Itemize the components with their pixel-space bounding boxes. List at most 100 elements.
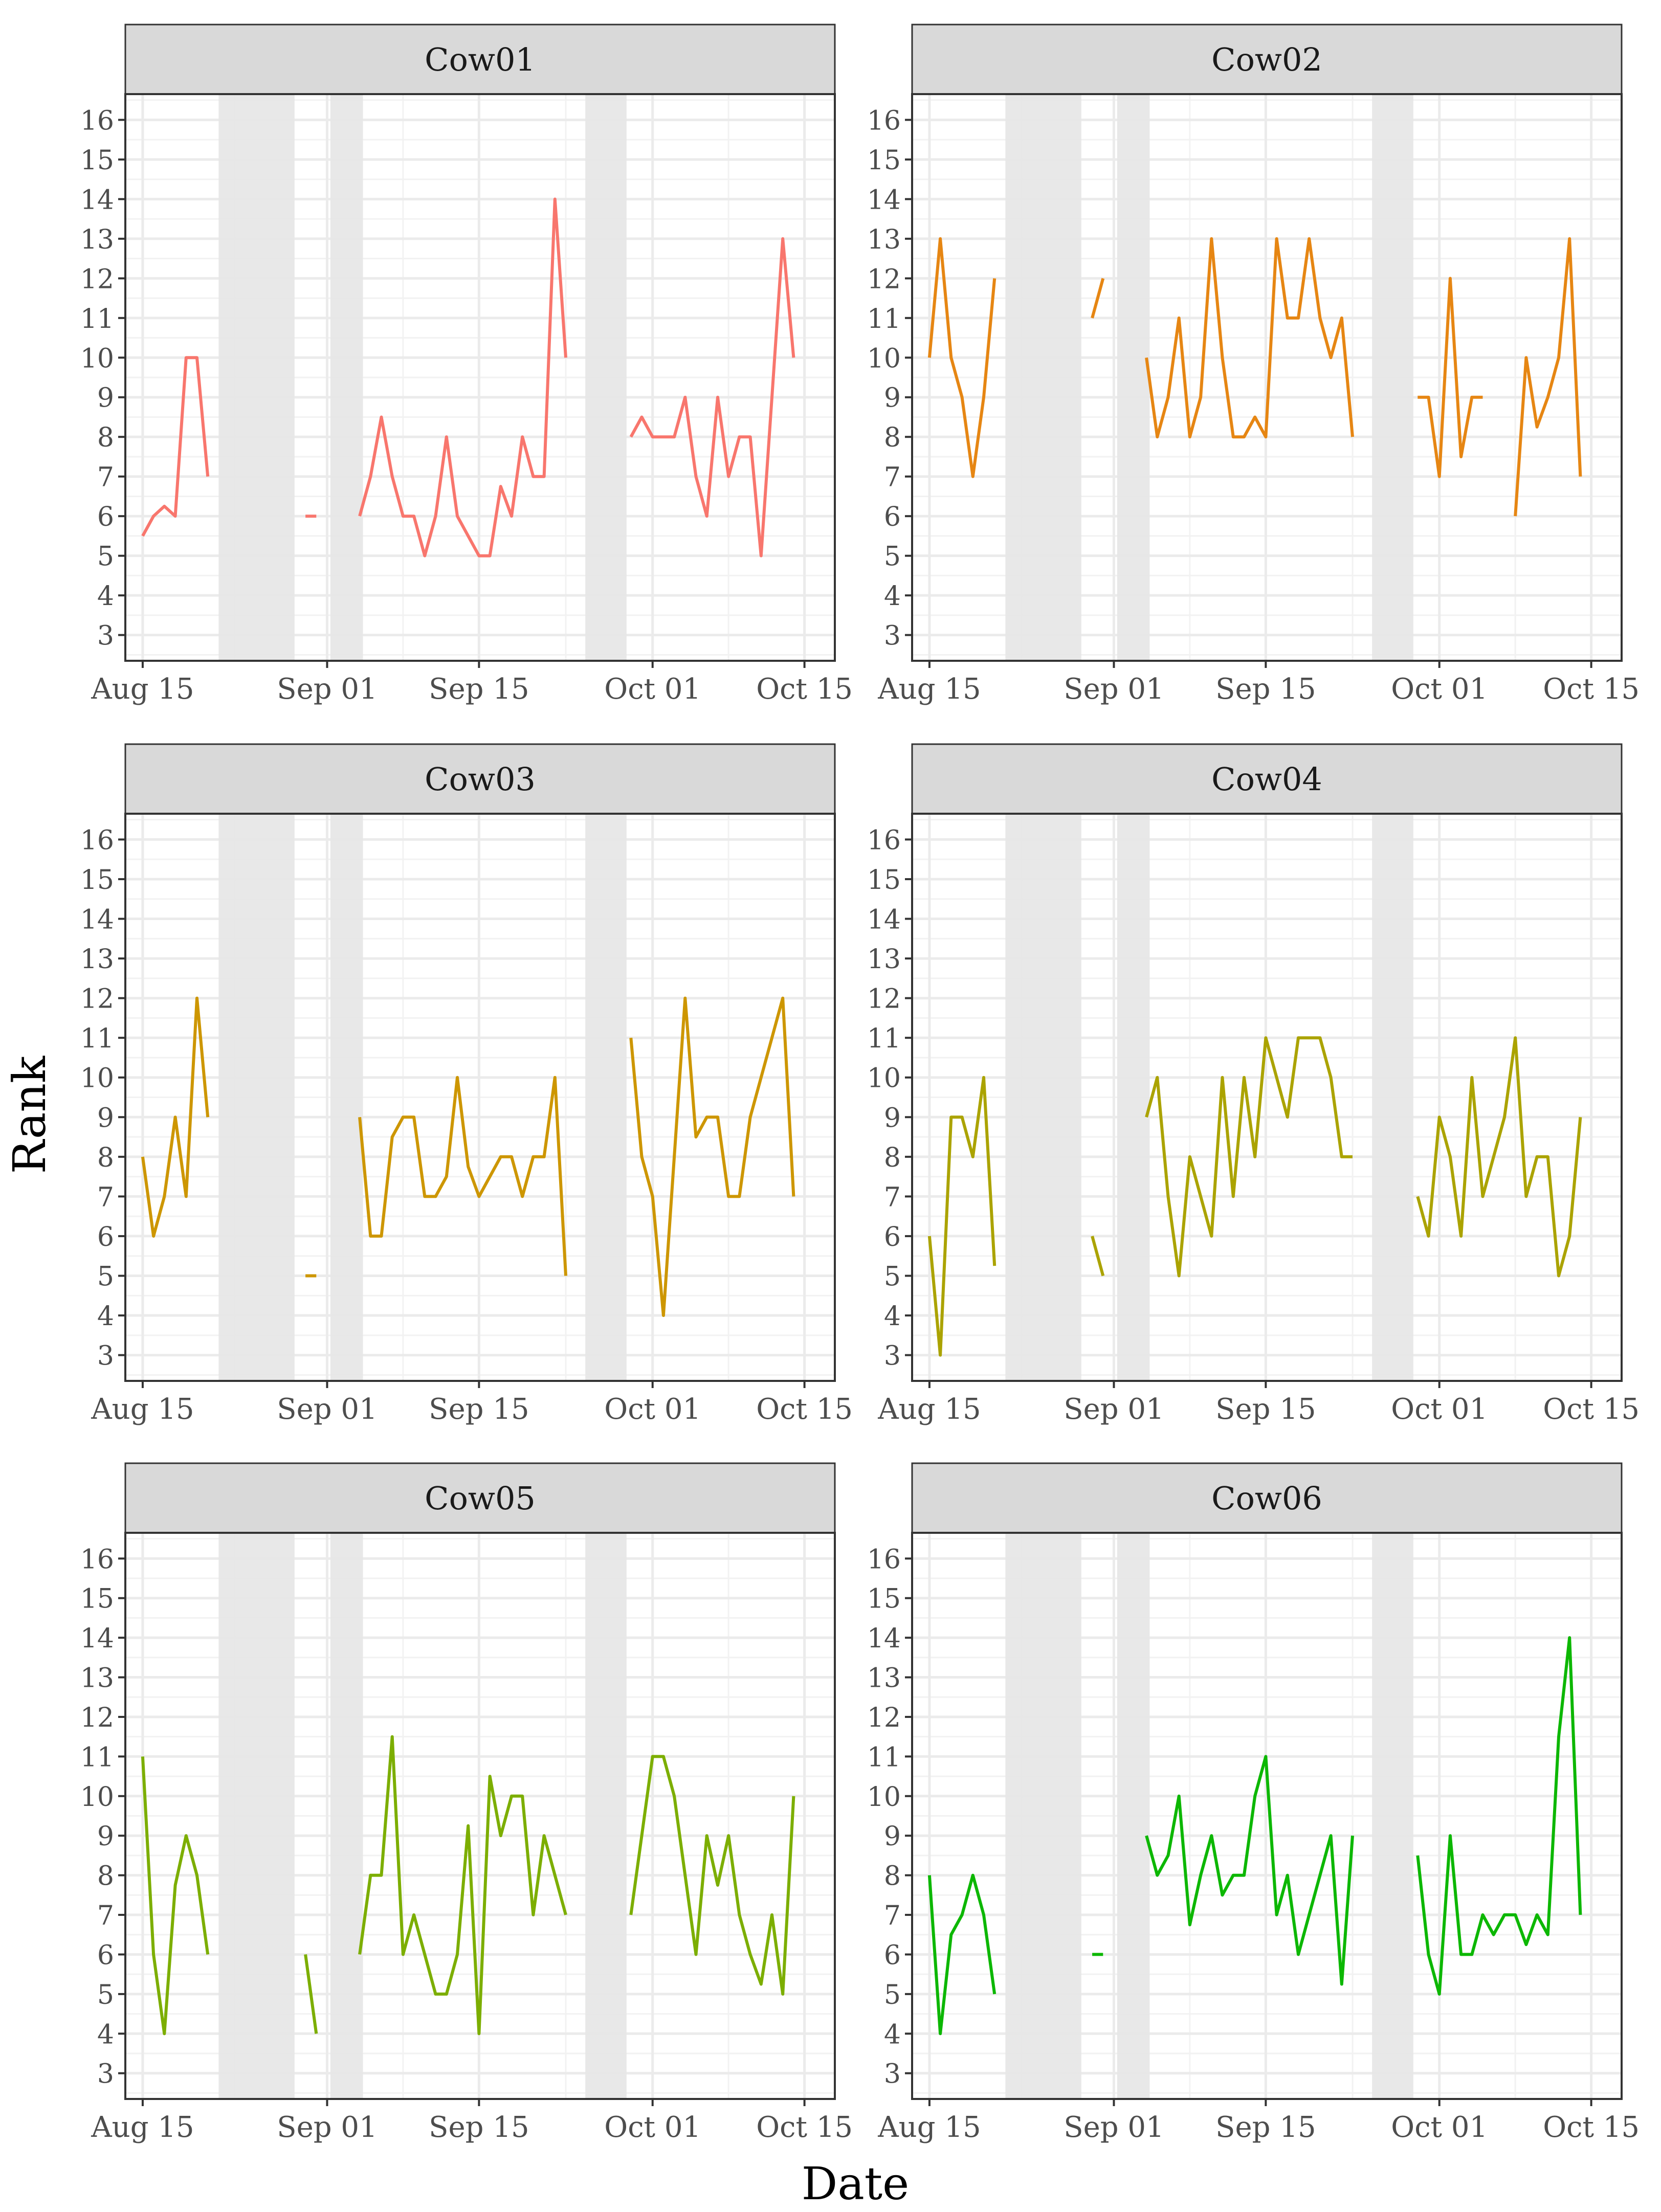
- facet-strip-label: Cow01: [425, 41, 536, 78]
- y-tick-label: 6: [884, 502, 901, 532]
- x-tick-label: Sep 01: [1064, 673, 1164, 706]
- x-tick-label: Sep 01: [277, 1393, 377, 1426]
- shaded-period: [585, 94, 627, 661]
- y-tick-label: 13: [80, 225, 114, 255]
- y-tick-label: 3: [97, 2059, 114, 2090]
- y-tick-label: 5: [97, 1261, 114, 1292]
- y-tick-label: 5: [97, 542, 114, 572]
- shaded-period: [585, 814, 627, 1381]
- facet-strip: [124, 743, 836, 815]
- x-tick-label: Oct 15: [756, 2111, 853, 2144]
- y-tick-label: 7: [97, 1901, 114, 1931]
- y-tick-label: 6: [884, 1940, 901, 1971]
- series-line-segment: [1145, 1755, 1354, 1986]
- facet-strip-label: Cow04: [1211, 761, 1322, 798]
- y-tick-label: 13: [80, 944, 114, 975]
- y-tick-label: 12: [867, 984, 901, 1015]
- y-tick-label: 16: [867, 105, 901, 136]
- y-tick-label: 14: [80, 185, 114, 215]
- y-tick-label: 16: [867, 1544, 901, 1575]
- x-tick-label: Sep 15: [429, 2111, 529, 2144]
- y-tick-label: 14: [80, 1623, 114, 1654]
- series-line-segment: [141, 996, 210, 1238]
- shaded-period: [218, 94, 295, 661]
- facet-strip: [124, 24, 836, 95]
- shaded-period: [1117, 94, 1150, 661]
- x-tick-label: Sep 01: [277, 2111, 377, 2144]
- x-tick-label: Oct 15: [1543, 2111, 1640, 2144]
- series-line-segment: [1416, 1036, 1582, 1278]
- y-tick-label: 11: [867, 304, 901, 334]
- y-tick-label: 7: [884, 1182, 901, 1213]
- facet-strip-label: Cow02: [1211, 41, 1322, 78]
- y-tick-label: 4: [884, 581, 901, 612]
- y-tick-label: 5: [884, 1980, 901, 2010]
- x-tick-label: Oct 15: [756, 673, 853, 706]
- facet-panel-cow06: Cow06 3 4 5 6 7 8 9 10 11 12 13 14 15 16 Aug 15 Sep 01 Se…: [867, 1462, 1640, 2144]
- y-tick-label: 10: [867, 1782, 901, 1813]
- x-tick-label: Oct 01: [1391, 673, 1488, 706]
- y-tick-label: 9: [884, 1821, 901, 1852]
- shaded-period: [330, 814, 363, 1381]
- series-line-segment: [927, 1076, 996, 1357]
- y-tick-label: 4: [97, 2019, 114, 2050]
- y-tick-label: 12: [80, 264, 114, 295]
- series-line-segment: [358, 1735, 567, 2036]
- y-tick-label: 8: [884, 422, 901, 453]
- y-tick-label: 7: [97, 1182, 114, 1213]
- series-line-segment: [358, 1076, 567, 1276]
- series-line-segment: [927, 237, 996, 478]
- shaded-period: [1005, 94, 1081, 661]
- y-tick-label: 14: [80, 905, 114, 935]
- y-tick-label: 3: [884, 2059, 901, 2090]
- series-line-segment: [629, 237, 795, 557]
- series-line-segment: [927, 1873, 996, 2036]
- series-line-segment: [1145, 237, 1354, 439]
- y-tick-label: 8: [97, 422, 114, 453]
- y-tick-label: 12: [867, 264, 901, 295]
- x-tick-label: Aug 15: [91, 2111, 194, 2144]
- y-tick-label: 13: [80, 1663, 114, 1694]
- series-line-segment: [304, 1954, 318, 2034]
- x-tick-label: Oct 01: [604, 673, 701, 706]
- shaded-period: [330, 94, 363, 661]
- y-tick-label: 6: [884, 1222, 901, 1253]
- x-tick-label: Sep 15: [429, 673, 529, 706]
- facet-strip-label: Cow05: [425, 1480, 536, 1517]
- y-tick-label: 8: [97, 1143, 114, 1173]
- x-tick-label: Sep 15: [1215, 673, 1316, 706]
- y-tick-label: 15: [80, 865, 114, 896]
- facet-panel-cow05: Cow05 3 4 5 6 7 8 9 10 11 12 13 14 15 16 Aug 15 Sep 01 Se…: [80, 1462, 853, 2144]
- shaded-period: [1372, 1533, 1413, 2099]
- x-tick-label: Oct 01: [1391, 1393, 1488, 1426]
- y-tick-label: 3: [97, 621, 114, 652]
- panel-border: [124, 813, 836, 1382]
- y-tick-label: 15: [867, 865, 901, 896]
- y-tick-label: 10: [80, 1782, 114, 1813]
- panel-border: [911, 813, 1623, 1382]
- shaded-period: [1005, 1533, 1081, 2099]
- facet-panel-cow04: Cow04 3 4 5 6 7 8 9 10 11 12 13 14 15 16 Aug 15 Sep 01 Se…: [867, 743, 1640, 1426]
- series-line-segment: [141, 1756, 210, 2036]
- x-tick-label: Aug 15: [91, 1393, 194, 1426]
- y-tick-label: 4: [97, 581, 114, 612]
- facet-strip: [124, 1462, 836, 1534]
- series-line-segment: [1091, 1236, 1105, 1277]
- y-tick-label: 5: [884, 542, 901, 572]
- series-line-segment: [1514, 237, 1582, 517]
- y-tick-label: 4: [884, 1301, 901, 1332]
- y-tick-label: 13: [867, 944, 901, 975]
- shaded-period: [218, 1533, 295, 2099]
- y-tick-label: 7: [884, 462, 901, 493]
- panel-border: [124, 1532, 836, 2100]
- facet-panels: Cow01 3 4 5 6 7 8 9 10 11 12 13 14 15 16 Aug 15 Sep 01 Se…: [80, 24, 1640, 2144]
- facet-panel-cow02: Cow02 3 4 5 6 7 8 9 10 11 12 13 14 15 16 Aug 15 Sep 01 Se…: [867, 24, 1640, 706]
- shaded-period: [585, 1533, 627, 2099]
- shaded-period: [1372, 814, 1413, 1381]
- x-axis-title: Date: [802, 2157, 909, 2210]
- y-tick-label: 14: [867, 185, 901, 215]
- y-tick-label: 6: [97, 1940, 114, 1971]
- y-tick-label: 4: [884, 2019, 901, 2050]
- y-tick-label: 10: [867, 343, 901, 374]
- y-tick-label: 7: [884, 1901, 901, 1931]
